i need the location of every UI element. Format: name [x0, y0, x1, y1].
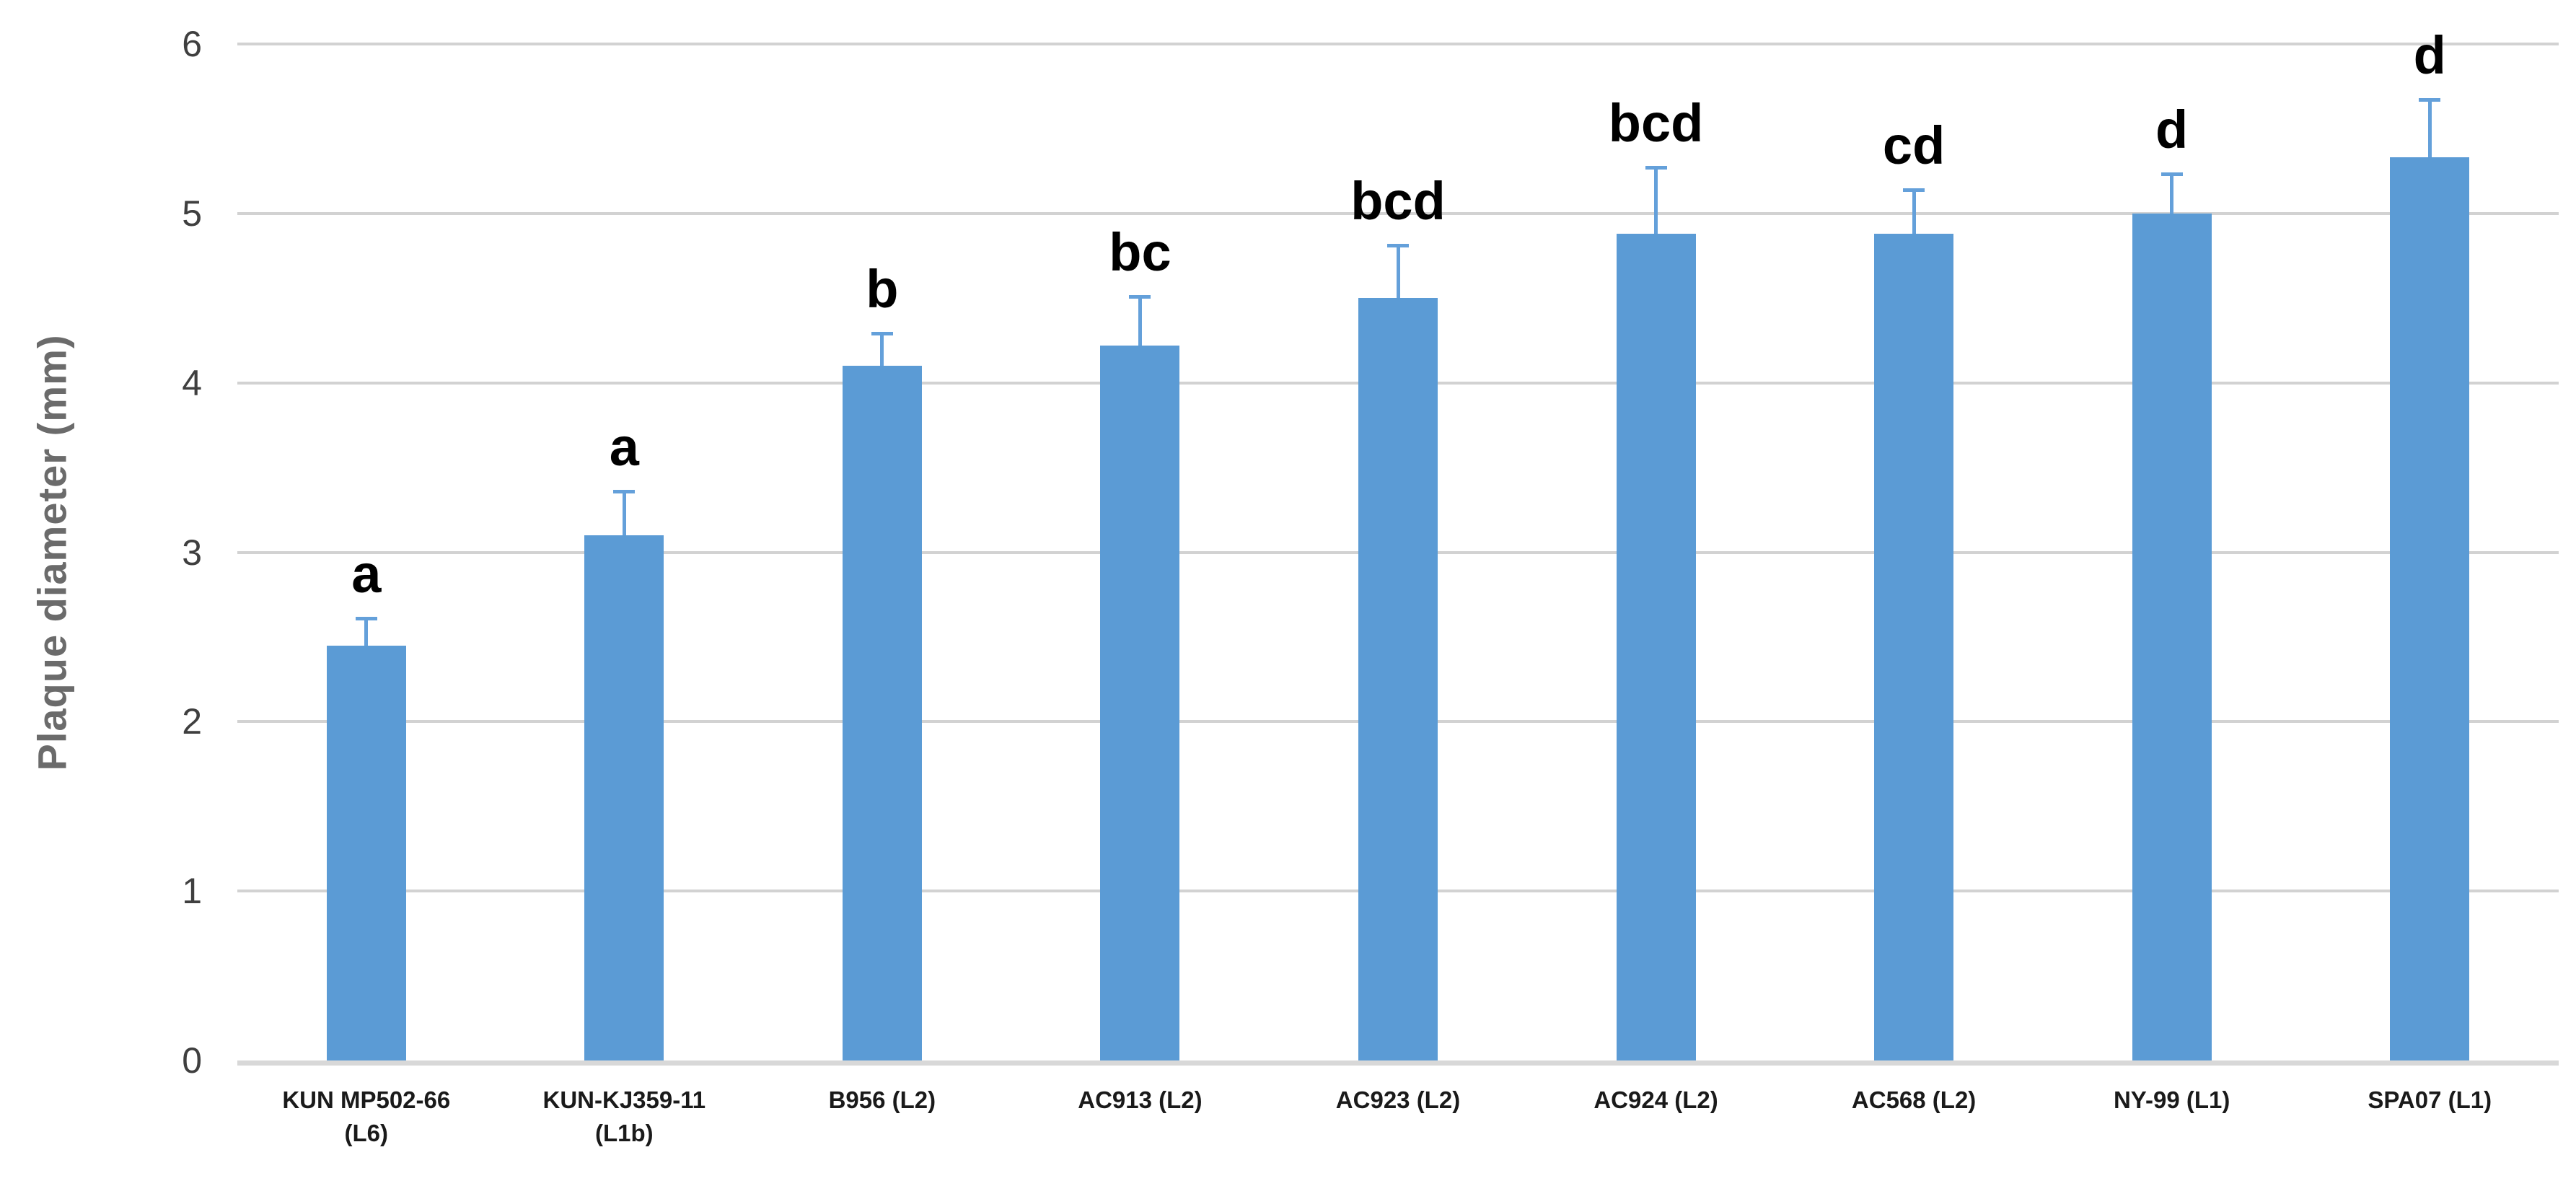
x-tick-label: AC568 (L2)	[1785, 1084, 2043, 1117]
x-tick-label-line: SPA07 (L1)	[2368, 1086, 2492, 1113]
error-bar-cap	[1645, 166, 1667, 170]
error-bar-cap	[2419, 98, 2441, 102]
bar	[1874, 234, 1954, 1060]
x-tick-label: SPA07 (L1)	[2300, 1084, 2559, 1117]
x-tick-label: AC924 (L2)	[1527, 1084, 1785, 1117]
error-bar-whisker	[2170, 172, 2174, 214]
y-axis-title: Plaque diameter (mm)	[29, 334, 75, 771]
error-bar-whisker	[880, 332, 884, 366]
y-tick-label: 3	[182, 532, 202, 573]
y-tick-label: 1	[182, 871, 202, 912]
significance-letter: bcd	[1350, 171, 1446, 232]
bar	[1100, 346, 1180, 1060]
x-tick-label: B956 (L2)	[753, 1084, 1011, 1117]
y-tick-label: 5	[182, 193, 202, 234]
error-bar-whisker	[622, 489, 626, 535]
y-tick-label: 0	[182, 1040, 202, 1081]
x-tick-label-line: AC923 (L2)	[1335, 1086, 1461, 1113]
x-tick-label: KUN MP502-66 (L6)	[237, 1084, 496, 1150]
y-tick-label: 4	[182, 362, 202, 403]
error-bar-cap	[1903, 188, 1925, 192]
bar	[1358, 298, 1438, 1060]
plot-area: a a b bc bcd bcd cd d d	[237, 29, 2559, 1066]
error-bar-whisker	[1654, 166, 1658, 234]
error-bar-whisker	[364, 616, 369, 646]
bar	[326, 645, 406, 1060]
y-tick-label: 2	[182, 701, 202, 742]
bar	[1616, 234, 1696, 1060]
gridline	[237, 43, 2559, 45]
error-bar-whisker	[1138, 294, 1142, 346]
significance-letter: a	[609, 416, 639, 477]
error-bar-whisker	[2427, 98, 2432, 158]
error-bar-cap	[355, 616, 377, 620]
x-tick-label-line: KUN-KJ359-11	[542, 1086, 706, 1113]
y-tick-label: 6	[182, 24, 202, 64]
x-tick-label: AC913 (L2)	[1011, 1084, 1270, 1117]
bar	[584, 535, 664, 1060]
significance-letter: b	[866, 259, 899, 320]
x-tick-label-line: (L1b)	[594, 1120, 654, 1146]
significance-letter: a	[351, 543, 382, 604]
significance-letter: d	[2155, 100, 2189, 160]
error-bar-whisker	[1912, 188, 1916, 234]
bar	[2390, 157, 2470, 1060]
bar	[842, 366, 922, 1060]
x-tick-label-line: AC924 (L2)	[1593, 1086, 1718, 1113]
x-axis-line	[237, 1060, 2559, 1066]
x-tick-label-line: AC568 (L2)	[1851, 1086, 1977, 1113]
x-tick-label-line: B956 (L2)	[828, 1086, 936, 1113]
error-bar-cap	[2160, 172, 2183, 177]
x-tick-label-line: KUN MP502-66	[282, 1086, 451, 1113]
significance-letter: cd	[1882, 115, 1946, 175]
x-tick-label-line: NY-99 (L1)	[2113, 1086, 2230, 1113]
significance-letter: bc	[1109, 221, 1171, 282]
x-tick-label-line: (L6)	[344, 1120, 389, 1146]
error-bar-cap	[1387, 244, 1409, 248]
bar	[2132, 213, 2212, 1060]
x-tick-label: NY-99 (L1)	[2043, 1084, 2301, 1117]
error-bar-whisker	[1396, 244, 1400, 299]
error-bar-cap	[1129, 294, 1151, 299]
x-tick-label: AC923 (L2)	[1269, 1084, 1527, 1117]
error-bar-cap	[613, 489, 636, 493]
significance-letter: bcd	[1608, 93, 1704, 154]
x-tick-label: KUN-KJ359-11 (L1b)	[496, 1084, 754, 1150]
error-bar-cap	[871, 332, 893, 336]
x-tick-label-line: AC913 (L2)	[1078, 1086, 1203, 1113]
significance-letter: d	[2413, 25, 2446, 86]
gridline	[237, 211, 2559, 215]
